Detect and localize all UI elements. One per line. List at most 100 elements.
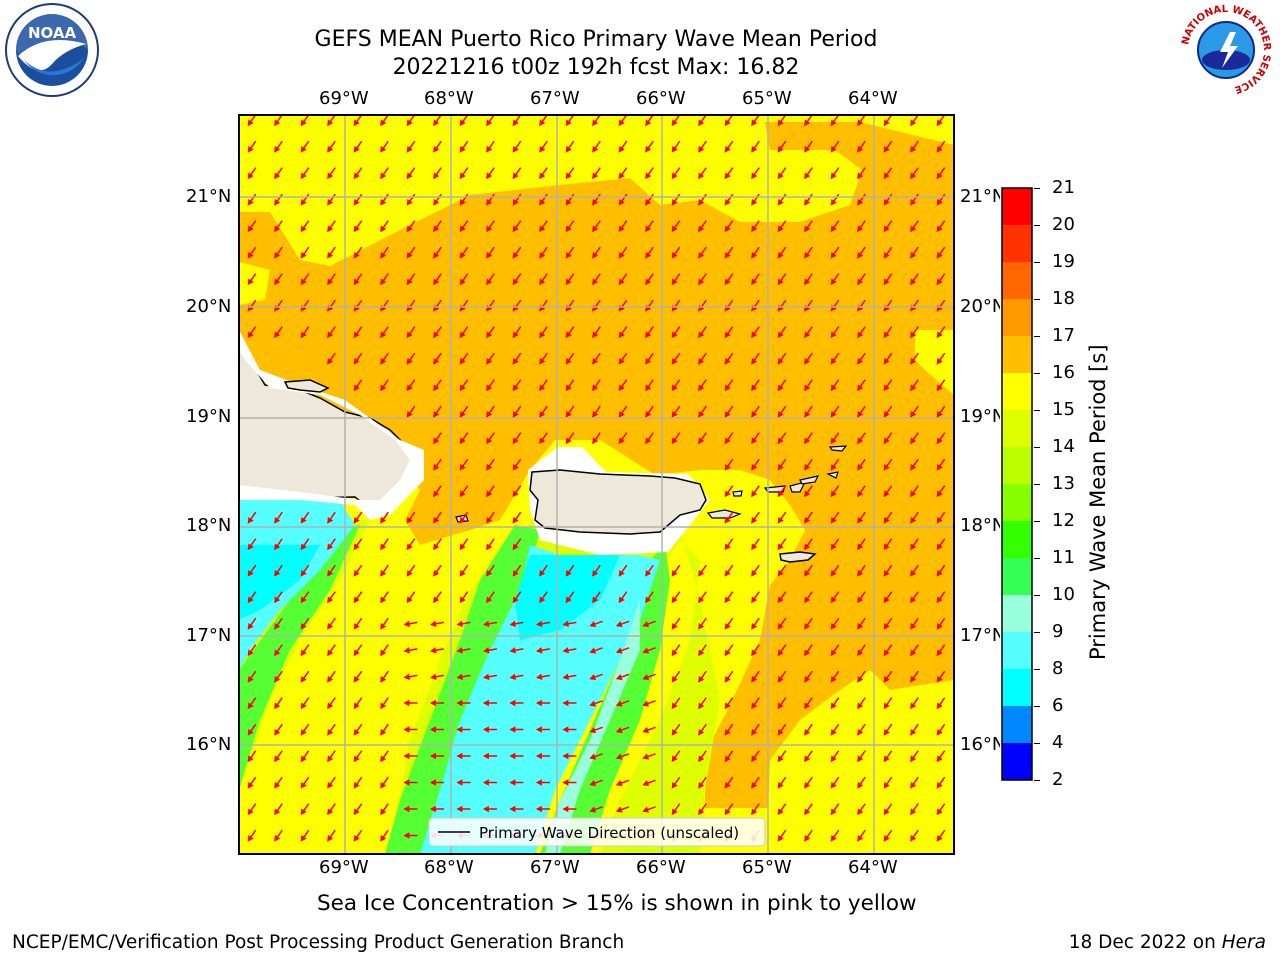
wave-arrow-head: [883, 410, 890, 418]
wave-arrow-head: [857, 543, 864, 551]
wave-arrow-head: [671, 119, 678, 127]
wave-arrow-head: [512, 198, 519, 206]
wave-arrow-head: [535, 805, 542, 813]
wave-arrow-head: [456, 647, 463, 654]
wave-arrow-head: [857, 702, 864, 710]
colorbar-tick-label: 16: [1052, 362, 1075, 383]
colorbar-segment: [1002, 743, 1032, 781]
wave-arrow-head: [804, 145, 811, 153]
wave-arrow-head: [565, 119, 572, 127]
wave-arrow-head: [459, 331, 466, 339]
wave-arrow-head: [883, 278, 890, 286]
wave-arrow-head: [482, 726, 489, 733]
wave-arrow-head: [380, 145, 387, 153]
small-island: [826, 471, 839, 479]
wave-arrow-head: [486, 543, 493, 551]
wave-arrow-head: [300, 198, 307, 206]
colorbar-tick-mark: [1034, 224, 1040, 226]
colorbar-segment: [1002, 521, 1032, 559]
wave-arrow-head: [618, 569, 625, 577]
wave-arrow-head: [615, 621, 623, 628]
wave-arrow-head: [883, 437, 890, 445]
wave-arrow-head: [486, 384, 493, 392]
wave-arrow-head: [429, 752, 436, 760]
wave-arrow-head: [751, 437, 758, 445]
wave-arrow-head: [724, 649, 731, 657]
wave-arrow-head: [406, 357, 413, 365]
wave-arrow-head: [804, 357, 811, 365]
wave-arrow-head: [353, 728, 360, 736]
wave-arrow-head: [592, 357, 599, 365]
wave-arrow-head: [751, 331, 758, 339]
wave-arrow-head: [936, 516, 943, 524]
wave-arrow-head: [433, 198, 440, 206]
wave-arrow-head: [327, 649, 334, 657]
lon-tick-top: 67°W: [530, 88, 580, 109]
wave-arrow-head: [936, 490, 943, 498]
period-band-8-10-west: [239, 500, 355, 670]
wave-arrow-head: [433, 437, 440, 445]
wave-arrow-head: [804, 172, 811, 180]
wave-arrow-head: [804, 675, 811, 683]
lon-tick-top: 66°W: [636, 88, 686, 109]
wave-arrow-head: [615, 647, 623, 654]
wave-arrow-head: [300, 543, 307, 551]
wave-arrow-head: [936, 145, 943, 153]
wave-arrow-head: [910, 543, 917, 551]
wave-arrow-head: [777, 384, 784, 392]
wave-arrow-head: [857, 490, 864, 498]
wave-arrow-head: [910, 119, 917, 127]
wave-arrow-head: [804, 649, 811, 657]
wave-arrow-head: [698, 357, 705, 365]
wave-arrow-head: [724, 543, 731, 551]
wave-arrow-head: [910, 781, 917, 789]
wave-arrow-head: [618, 119, 625, 127]
wave-arrow-head: [883, 728, 890, 736]
colorbar-tick-label: 18: [1052, 288, 1075, 309]
wave-arrow-head: [247, 675, 254, 683]
wave-arrow-head: [592, 119, 599, 127]
wave-arrow-head: [910, 437, 917, 445]
wave-arrow-head: [433, 278, 440, 286]
wave-arrow-head: [380, 225, 387, 233]
wave-arrow-head: [433, 384, 440, 392]
wave-arrow-head: [910, 225, 917, 233]
colorbar-tick-label: 11: [1052, 547, 1075, 568]
wave-arrow-head: [380, 569, 387, 577]
wave-arrow-head: [300, 119, 307, 127]
wave-arrow-head: [910, 384, 917, 392]
wave-arrow-head: [486, 278, 493, 286]
wave-arrow-head: [247, 516, 254, 524]
colorbar-tick-label: 13: [1052, 473, 1075, 494]
wave-arrow-head: [327, 728, 334, 736]
wave-arrow-head: [910, 331, 917, 339]
wave-arrow-head: [830, 145, 837, 153]
wave-arrow-head: [698, 331, 705, 339]
wave-arrow-head: [910, 702, 917, 710]
wave-arrow-head: [777, 808, 784, 816]
wave-arrow-head: [327, 755, 334, 763]
wave-arrow-head: [724, 808, 731, 816]
lon-tick-bottom: 69°W: [319, 857, 369, 878]
wave-arrow-head: [618, 410, 625, 418]
wave-arrow-head: [512, 119, 519, 127]
wave-arrow-head: [777, 437, 784, 445]
wave-arrow-head: [406, 119, 413, 127]
wave-arrow-head: [883, 384, 890, 392]
colorbar-tick-mark: [1034, 557, 1040, 559]
wave-arrow-head: [353, 596, 360, 604]
wave-arrow-head: [615, 700, 623, 707]
wave-arrow-head: [247, 755, 254, 763]
wave-arrow-head: [830, 675, 837, 683]
wave-arrow-head: [274, 622, 281, 630]
wave-arrow-head: [615, 753, 623, 760]
wave-arrow-head: [380, 728, 387, 736]
wave-arrow-head: [380, 516, 387, 524]
wave-arrow-head: [565, 225, 572, 233]
wave-arrow-head: [300, 569, 307, 577]
wave-arrow-head: [804, 410, 811, 418]
wave-arrow-head: [539, 145, 546, 153]
wave-arrow-head: [671, 781, 678, 789]
wave-arrow-head: [936, 728, 943, 736]
wave-arrow-head: [618, 225, 625, 233]
